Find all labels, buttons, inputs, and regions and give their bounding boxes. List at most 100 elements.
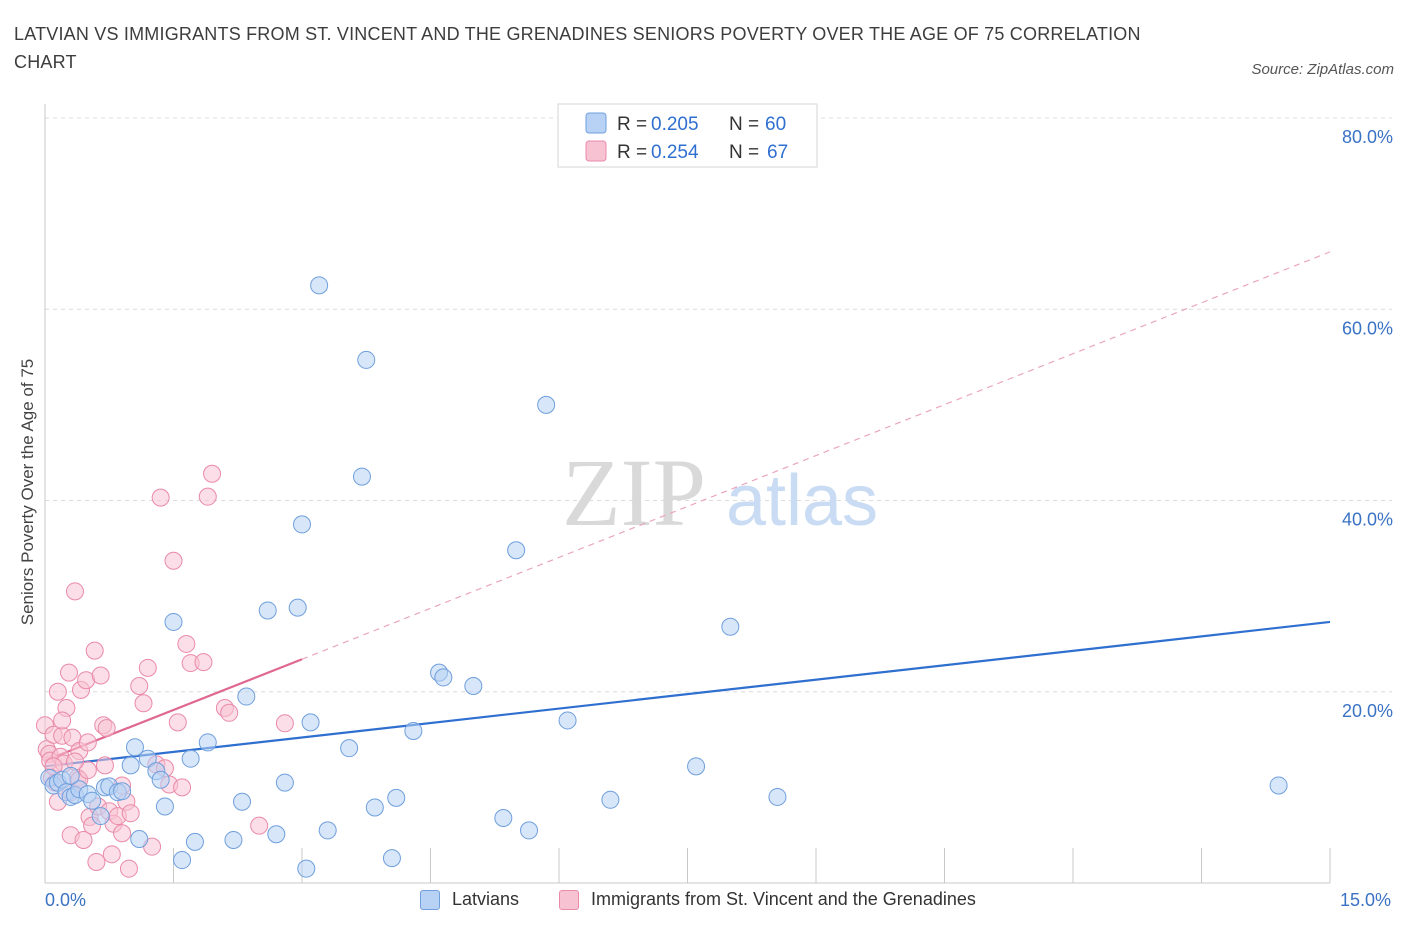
data-point-latvians [198, 733, 217, 752]
legend-n-label: N = [729, 114, 759, 135]
legend-item-latvians: Latvians [420, 889, 519, 910]
data-point-latvians [721, 617, 740, 636]
data-point-latvians [434, 668, 453, 687]
data-point-latvians [387, 788, 406, 807]
data-point-latvians [768, 787, 787, 806]
data-point-latvians [464, 677, 483, 696]
trend-line-immigrants-extension [301, 251, 1331, 660]
data-point-immigrants [97, 719, 116, 738]
data-point-latvians [91, 807, 110, 826]
data-point-latvians [113, 782, 132, 801]
trend-line-latvians [44, 620, 1331, 768]
data-point-immigrants [119, 859, 138, 878]
data-point-latvians [365, 798, 384, 817]
data-point-latvians [537, 395, 556, 414]
data-point-latvians [310, 276, 329, 295]
data-point-latvians [233, 792, 252, 811]
data-point-latvians [382, 849, 401, 868]
data-point-immigrants [53, 711, 72, 730]
chart-title: LATVIAN VS IMMIGRANTS FROM ST. VINCENT A… [14, 24, 1141, 72]
data-point-latvians [185, 832, 204, 851]
data-point-immigrants [102, 845, 121, 864]
data-point-latvians [601, 790, 620, 809]
data-point-immigrants [95, 756, 114, 775]
data-point-immigrants [78, 733, 97, 752]
data-point-latvians [297, 859, 316, 878]
data-point-immigrants [173, 778, 192, 797]
watermark-atlas: atlas [726, 461, 878, 541]
data-point-immigrants [59, 663, 78, 682]
data-point-immigrants [121, 804, 140, 823]
data-point-latvians [121, 756, 140, 775]
data-point-immigrants [194, 653, 213, 672]
data-point-immigrants [91, 666, 110, 685]
data-point-latvians [151, 770, 170, 789]
data-point-latvians [83, 791, 102, 810]
data-point-latvians [352, 467, 371, 486]
data-point-latvians [318, 821, 337, 840]
data-point-latvians [520, 821, 539, 840]
data-point-latvians [687, 757, 706, 776]
data-point-latvians [237, 687, 256, 706]
data-point-latvians [507, 541, 526, 560]
data-point-immigrants [74, 830, 93, 849]
data-point-immigrants [65, 582, 84, 601]
legend-item-immigrants: Immigrants from St. Vincent and the Gren… [559, 889, 976, 910]
data-point-latvians [258, 601, 277, 620]
data-point-latvians [138, 749, 157, 768]
data-point-latvians [155, 797, 174, 816]
legend-bottom: Latvians Immigrants from St. Vincent and… [0, 889, 1406, 915]
data-point-latvians [164, 612, 183, 631]
data-point-immigrants [48, 682, 67, 701]
x-tick-label-min: 0.0% [45, 890, 87, 910]
data-point-latvians [224, 830, 243, 849]
legend-r-label: R = [617, 142, 647, 163]
legend-n-value: 67 [767, 142, 788, 163]
legend-swatch-immigrants [585, 140, 607, 162]
data-point-latvians [173, 851, 192, 870]
data-point-latvians [357, 350, 376, 369]
data-point-latvians [340, 739, 359, 758]
legend-n-value: 60 [765, 114, 786, 135]
data-point-latvians [181, 749, 200, 768]
data-point-latvians [301, 713, 320, 732]
legend-swatch-latvians [420, 889, 440, 910]
data-point-immigrants [198, 487, 217, 506]
data-point-immigrants [151, 488, 170, 507]
data-point-latvians [288, 598, 307, 617]
data-point-latvians [404, 721, 423, 740]
legend-swatch-immigrants [559, 889, 579, 910]
data-point-immigrants [220, 703, 239, 722]
x-tick-label-max: 15.0% [1340, 890, 1392, 910]
gridlines [45, 117, 1392, 693]
data-point-latvians [1269, 776, 1288, 795]
axes [44, 104, 1331, 884]
data-point-latvians [494, 808, 513, 827]
data-point-immigrants [87, 852, 106, 871]
y-tick-label: 20.0% [1342, 701, 1393, 721]
data-point-immigrants [250, 816, 269, 835]
data-point-immigrants [164, 551, 183, 570]
legend-swatch-latvians [585, 112, 607, 134]
data-point-immigrants [130, 677, 149, 696]
data-point-immigrants [203, 464, 222, 483]
legend-label-immigrants: Immigrants from St. Vincent and the Gren… [591, 889, 976, 909]
watermark-zip: ZIP [562, 439, 706, 546]
legend-r-value: 0.205 [651, 114, 699, 135]
y-tick-label: 40.0% [1342, 510, 1393, 530]
data-point-immigrants [177, 634, 196, 653]
legend-top: R = 0.205 N = 60 R = 0.254 N = 67 [557, 103, 818, 168]
data-point-immigrants [85, 641, 104, 660]
legend-n-label: N = [729, 142, 759, 163]
data-point-immigrants [138, 658, 157, 677]
data-point-latvians [267, 825, 286, 844]
y-tick-label: 60.0% [1342, 318, 1393, 338]
data-point-latvians [293, 515, 311, 534]
data-point-immigrants [168, 713, 187, 732]
y-tick-labels: 20.0% 40.0% 60.0% 80.0% [1342, 127, 1393, 721]
legend-r-label: R = [617, 114, 647, 135]
data-point-latvians [125, 738, 144, 757]
data-point-latvians [558, 711, 577, 730]
y-tick-label: 80.0% [1342, 127, 1393, 147]
